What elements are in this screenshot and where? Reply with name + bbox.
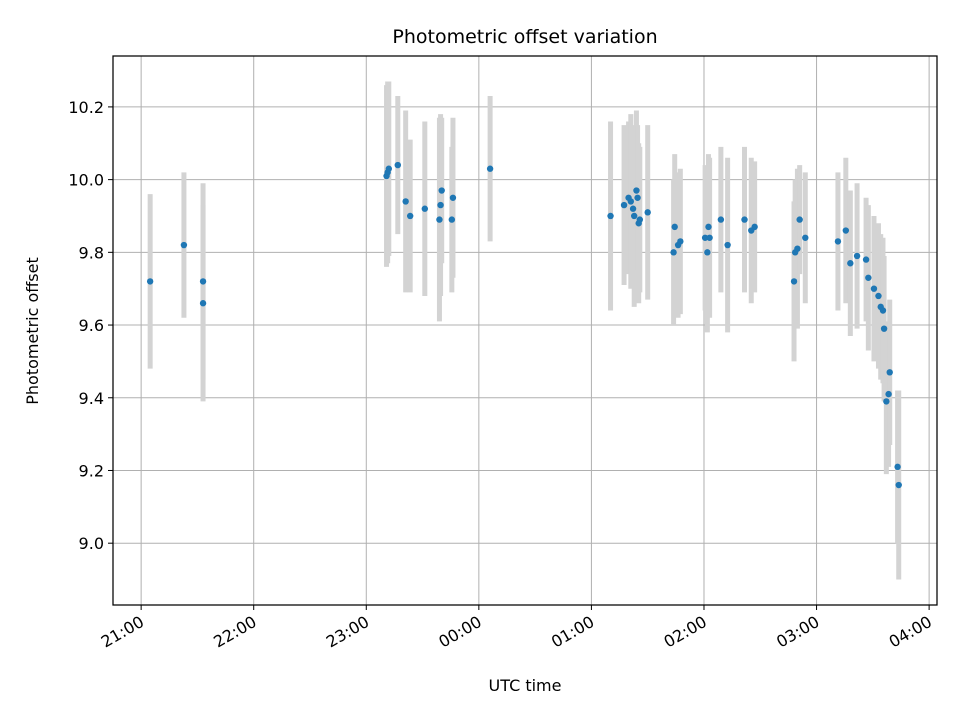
y-axis-ticks: 9.0 9.2 9.4 9.6 9.8 10.0 10.2 bbox=[68, 98, 113, 553]
data-point bbox=[886, 369, 893, 376]
data-point bbox=[842, 227, 850, 234]
data-point bbox=[883, 398, 890, 405]
data-point bbox=[834, 238, 842, 245]
data-point bbox=[880, 325, 888, 332]
data-point bbox=[607, 212, 614, 220]
data-point bbox=[847, 260, 854, 267]
data-point bbox=[385, 165, 392, 172]
plot-frame bbox=[112, 55, 938, 606]
y-axis-title: Photometric offset bbox=[23, 257, 42, 405]
data-point bbox=[701, 234, 709, 241]
data-points bbox=[146, 161, 902, 489]
data-point bbox=[706, 234, 713, 241]
data-point bbox=[620, 201, 628, 209]
data-point bbox=[633, 187, 640, 194]
data-point bbox=[630, 212, 638, 220]
y-tick-label: 9.2 bbox=[79, 461, 104, 480]
data-point bbox=[865, 274, 872, 281]
data-point bbox=[634, 194, 641, 201]
chart-title: Photometric offset variation bbox=[392, 26, 657, 48]
data-point bbox=[790, 278, 798, 285]
data-point bbox=[853, 252, 861, 260]
data-point bbox=[636, 216, 644, 223]
data-point bbox=[199, 300, 207, 307]
data-point bbox=[437, 201, 444, 209]
data-point bbox=[875, 292, 882, 300]
y-tick-label: 10.2 bbox=[68, 98, 104, 117]
data-point bbox=[677, 238, 684, 245]
data-point bbox=[671, 223, 678, 231]
data-point bbox=[870, 285, 878, 292]
data-point bbox=[796, 216, 803, 223]
data-point bbox=[794, 245, 801, 252]
x-axis-title: UTC time bbox=[489, 676, 562, 695]
data-point bbox=[802, 234, 809, 241]
data-point bbox=[885, 390, 892, 398]
y-tick-label: 9.0 bbox=[79, 534, 104, 553]
data-point bbox=[394, 161, 401, 169]
data-point bbox=[895, 481, 902, 489]
data-point bbox=[406, 212, 414, 220]
data-point bbox=[199, 278, 207, 285]
data-point bbox=[717, 216, 725, 223]
data-point bbox=[421, 205, 429, 212]
y-tick-label: 9.8 bbox=[79, 243, 104, 262]
data-point bbox=[486, 165, 494, 172]
data-point bbox=[751, 223, 758, 231]
data-point bbox=[627, 198, 635, 205]
data-point bbox=[644, 209, 651, 216]
y-tick-label: 9.4 bbox=[79, 389, 104, 408]
data-point bbox=[448, 216, 456, 223]
data-point bbox=[146, 278, 154, 285]
data-point bbox=[438, 187, 445, 194]
data-point bbox=[449, 194, 457, 201]
data-point bbox=[741, 216, 748, 223]
data-point bbox=[894, 463, 901, 471]
data-point bbox=[402, 198, 409, 205]
data-point bbox=[724, 241, 731, 249]
data-point bbox=[629, 205, 637, 212]
y-tick-label: 9.6 bbox=[79, 316, 104, 335]
data-point bbox=[436, 216, 443, 223]
y-tick-label: 10.0 bbox=[68, 171, 104, 190]
data-point bbox=[670, 249, 677, 256]
data-point bbox=[705, 223, 712, 231]
data-point bbox=[862, 256, 870, 263]
data-point bbox=[879, 307, 887, 314]
data-point bbox=[704, 249, 711, 256]
data-point bbox=[180, 241, 188, 249]
